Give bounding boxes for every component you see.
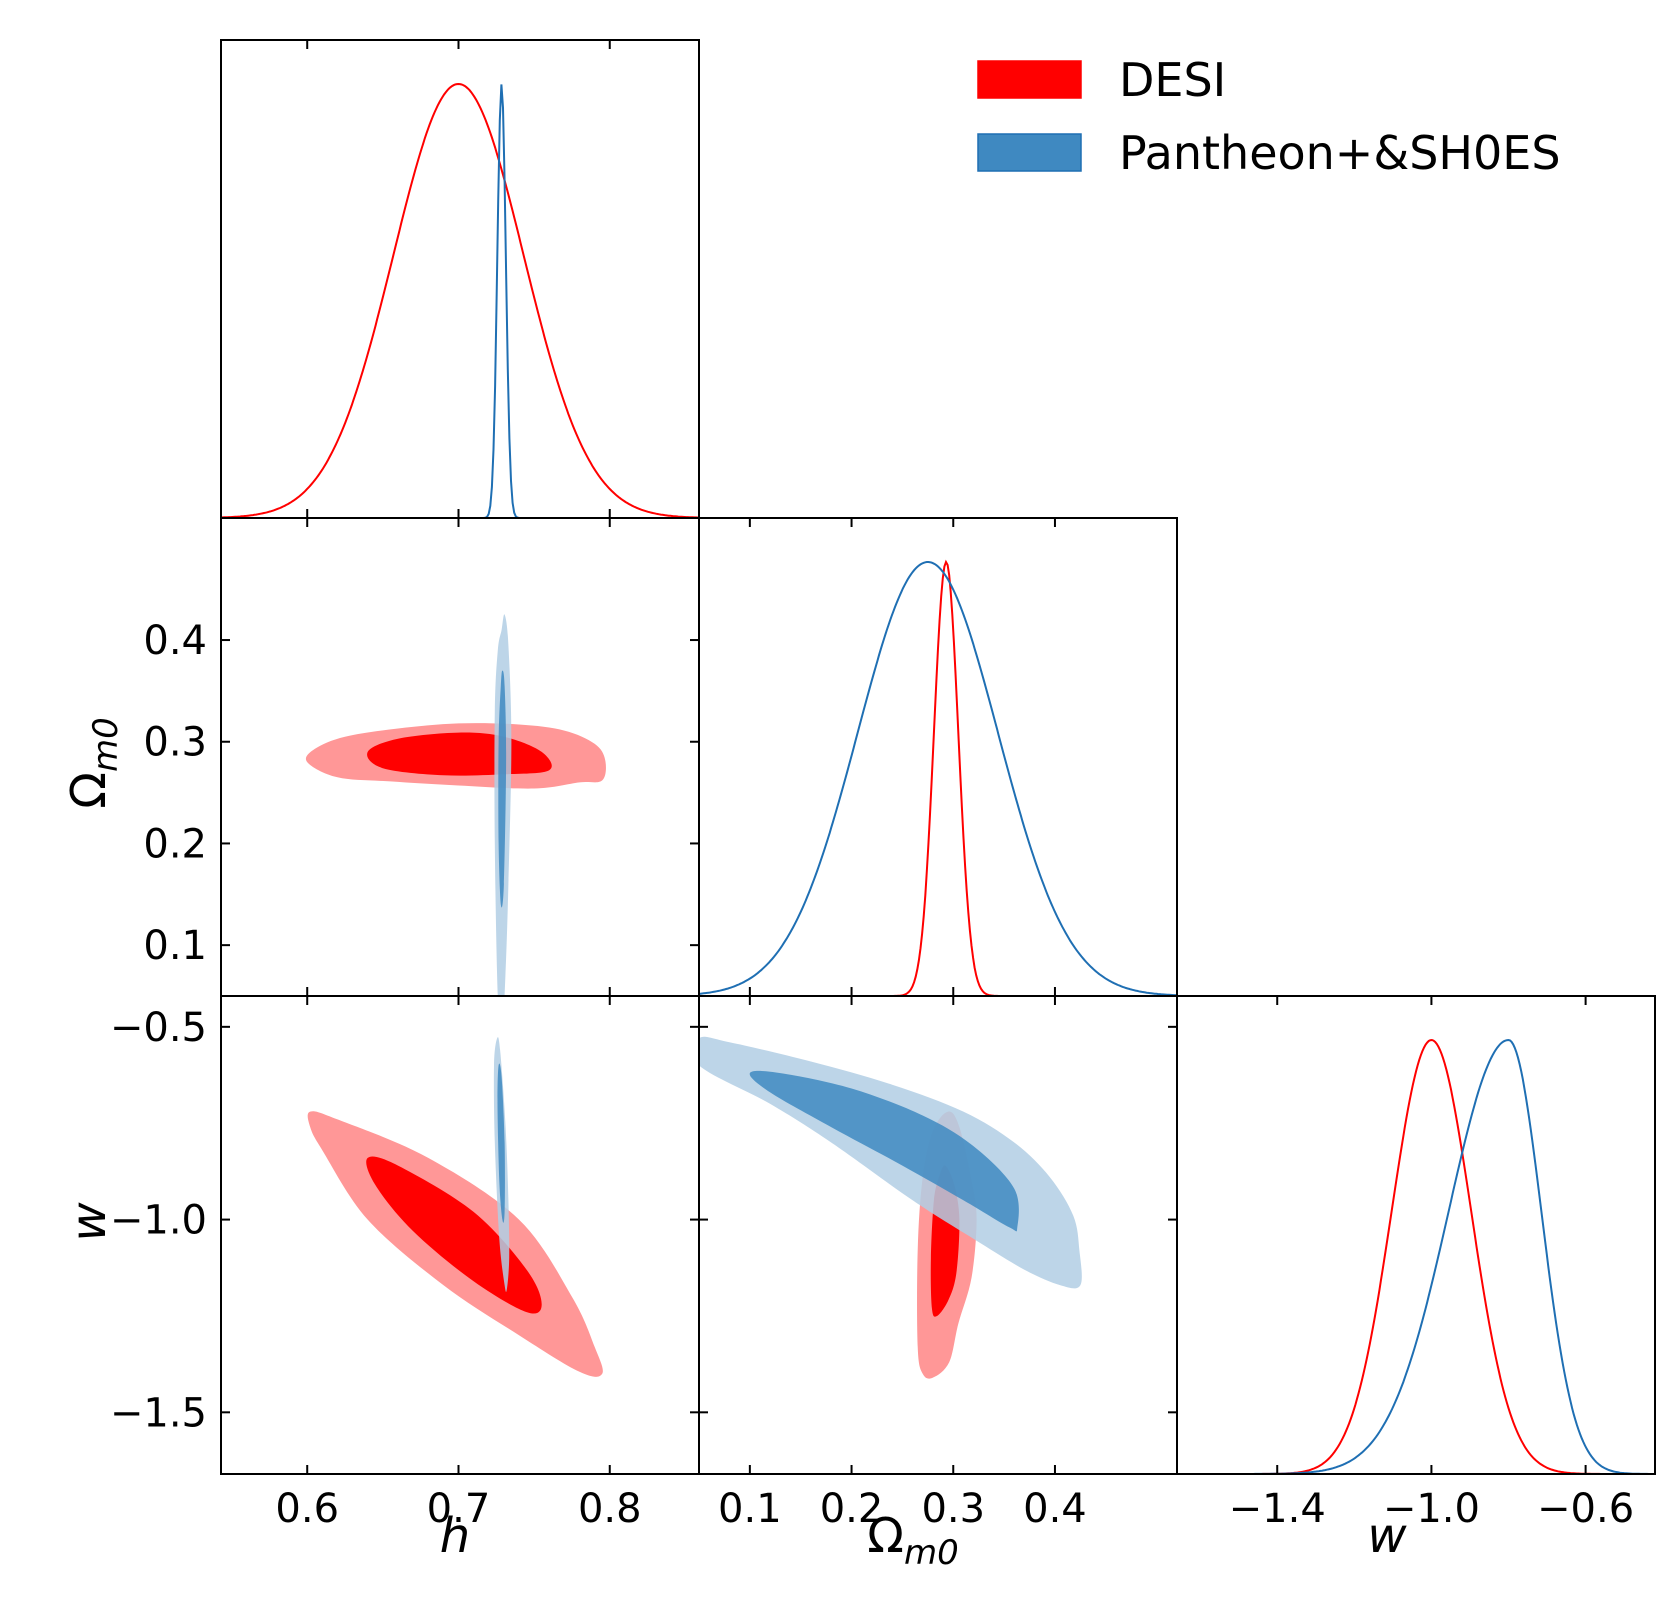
ylabel-om-symbol: Ω [61,772,117,809]
ylabel-om-sub: m0 [86,717,126,772]
xlabel-om-symbol: Ω [867,1508,904,1564]
legend: DESI Pantheon+&SH0ES [977,53,1561,180]
xtick-label: 0.1 [718,1486,782,1532]
marginal-Om [699,559,1177,996]
xtick-label: 0.8 [578,1486,642,1532]
ytick-label: 0.2 [143,821,207,867]
marginal-Pantheon+&SH0ES-h [221,84,699,518]
marginal-Pantheon+&SH0ES-w [1177,1038,1655,1474]
contour68-Pantheon+&SH0ES-Om-w [749,1070,1019,1232]
xlabel-w: w [1367,1508,1407,1564]
contour68-DESI-h-w [366,1156,542,1314]
labels-layer: h Ωm0 w Ωm0 w [61,717,1407,1573]
ylabel-w: w [61,1202,117,1242]
legend-swatch-pantheon [977,133,1082,172]
frames-layer: 0.6 0.7 0.8 0.1 0.2 0.3 0.4 −1.4 −1.0 −0.6 0.1 0.2 0… [110,39,1656,1532]
xtick-label: 0.2 [820,1486,884,1532]
xlabel-h: h [440,1508,470,1564]
xtick-label: 0.4 [1023,1486,1087,1532]
ytick-label: 0.1 [143,923,207,969]
ytick-label: −1.5 [110,1390,207,1436]
frame-2-2 [1176,995,1656,1475]
xtick-label: −0.6 [1537,1486,1634,1532]
panel-h-w [307,1037,603,1377]
legend-label-desi: DESI [1119,53,1226,107]
xtick-label: −1.4 [1229,1486,1326,1532]
marginal-w [1177,1038,1655,1474]
ytick-label: 0.4 [143,618,207,664]
marginal-DESI-Om [699,559,1177,996]
xlabel-om-sub: m0 [904,1533,959,1573]
panels-layer [221,82,1655,1474]
xlabel-om: Ωm0 [867,1508,958,1573]
legend-label-pantheon: Pantheon+&SH0ES [1119,126,1561,180]
legend-swatch-desi [977,60,1082,99]
panel-h-Om [305,614,606,996]
xtick-label: 0.6 [275,1486,339,1532]
xtick-label: 0.3 [921,1486,985,1532]
contour68-Pantheon+&SH0ES-h-w [497,1063,505,1223]
frame-1-1 [698,517,1178,997]
ytick-label: −0.5 [110,1005,207,1051]
xtick-label: 0.7 [427,1486,491,1532]
marginal-DESI-w [1177,1038,1655,1474]
xtick-label: −1.0 [1383,1486,1480,1532]
marginal-h [221,82,699,518]
panel-Om-w [699,1036,1082,1379]
ytick-label: 0.3 [143,720,207,766]
marginal-DESI-h [221,82,699,518]
ylabel-om: Ωm0 [61,717,126,808]
marginal-Pantheon+&SH0ES-Om [699,561,1177,996]
ytick-label: −1.0 [110,1198,207,1244]
frame-0-0 [220,39,700,519]
contour68-Pantheon+&SH0ES-h-Om [498,670,507,908]
